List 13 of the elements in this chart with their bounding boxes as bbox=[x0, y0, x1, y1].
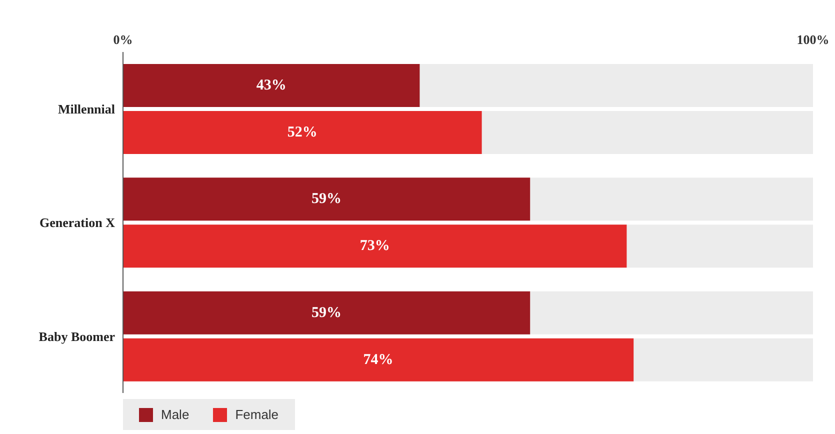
data-label: 43% bbox=[256, 78, 286, 94]
y-tick-label: Millennial bbox=[58, 101, 116, 116]
data-label: 73% bbox=[360, 238, 390, 254]
x-tick-label: 0% bbox=[113, 32, 133, 47]
y-tick-label: Generation X bbox=[40, 215, 116, 230]
data-label: 59% bbox=[312, 304, 342, 321]
y-tick-label: Baby Boomer bbox=[38, 328, 116, 344]
legend-label: Female bbox=[234, 407, 279, 422]
data-label: 74% bbox=[363, 352, 394, 368]
data-label: 52% bbox=[287, 124, 318, 140]
data-label: 59% bbox=[312, 191, 342, 208]
x-tick-label: 100% bbox=[796, 32, 830, 47]
legend-label: Male bbox=[160, 407, 190, 422]
